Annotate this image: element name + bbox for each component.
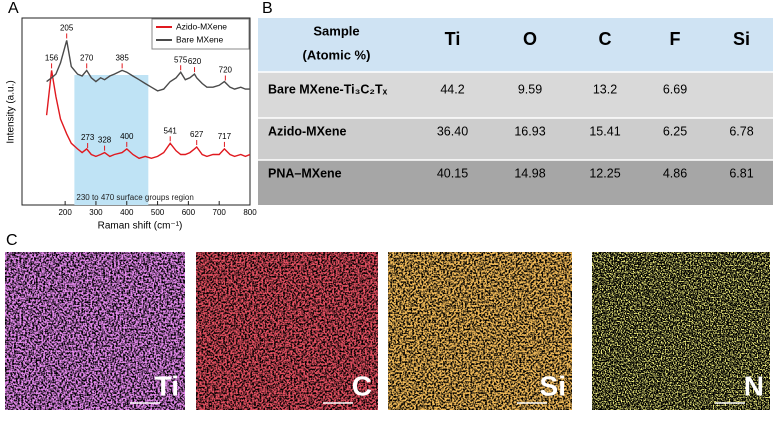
table-cell: 40.15 — [437, 166, 468, 180]
table-cell: 36.40 — [437, 124, 468, 138]
row-label: Bare MXene-Ti₃C₂Tₓ — [268, 82, 388, 96]
table-header: (Atomic %) — [303, 47, 371, 62]
table-cell: 6.25 — [663, 124, 687, 138]
legend-box — [151, 18, 250, 50]
peak-label: 620 — [188, 57, 202, 66]
table-cell: 44.2 — [440, 82, 464, 96]
table-header: F — [670, 29, 681, 49]
peak-label: 575 — [174, 55, 188, 64]
table-header: Si — [733, 29, 750, 49]
peak-label: 627 — [190, 130, 204, 139]
x-tick-label: 800 — [243, 208, 257, 217]
table-header: Sample — [313, 23, 359, 38]
table-header: C — [599, 29, 612, 49]
element-map — [388, 252, 572, 410]
table-cell: 14.98 — [514, 166, 545, 180]
series-line — [46, 40, 250, 92]
map-label: Si — [540, 370, 566, 401]
row-label: PNA–MXene — [268, 166, 342, 180]
table-row-bg — [258, 160, 773, 205]
x-tick-label: 700 — [213, 208, 227, 217]
peak-label: 400 — [120, 132, 134, 141]
peak-label: 328 — [98, 136, 112, 145]
element-map — [196, 252, 378, 410]
table-header: Ti — [445, 29, 461, 49]
element-map — [5, 252, 185, 410]
table-cell: 12.25 — [589, 166, 620, 180]
table-row-bg — [258, 72, 773, 118]
x-tick-label: 400 — [120, 208, 134, 217]
panel-label: B — [262, 0, 273, 17]
table-cell: 16.93 — [514, 124, 545, 138]
peak-label: 270 — [80, 53, 94, 62]
peak-label: 717 — [218, 132, 232, 141]
peak-label: 273 — [81, 133, 95, 142]
table-row-bg — [258, 118, 773, 160]
map-label: Ti — [155, 370, 179, 401]
peak-label: 541 — [164, 126, 178, 135]
table-cell: 13.2 — [593, 82, 617, 96]
table-cell: 15.41 — [589, 124, 620, 138]
peak-label: 720 — [219, 66, 233, 75]
legend-label: Bare MXene — [176, 34, 224, 44]
x-tick-label: 600 — [182, 208, 196, 217]
x-tick-label: 200 — [58, 208, 72, 217]
panel-label: A — [8, 0, 19, 17]
x-axis-label: Raman shift (cm⁻¹) — [98, 221, 183, 232]
table-row-bg — [258, 18, 773, 72]
table-cell: 9.59 — [518, 82, 542, 96]
x-tick-label: 500 — [151, 208, 165, 217]
series-line — [45, 70, 250, 160]
table-cell: 4.86 — [663, 166, 687, 180]
legend-label: Azido-MXene — [176, 21, 227, 31]
map-label: C — [352, 370, 372, 401]
peak-label: 385 — [115, 53, 129, 62]
map-label: N — [744, 370, 764, 401]
table-header: O — [523, 29, 537, 49]
peak-label: 205 — [60, 24, 74, 33]
row-label: Azido-MXene — [268, 124, 347, 138]
table-cell: 6.81 — [729, 166, 753, 180]
table-cell: 6.78 — [729, 124, 753, 138]
peak-label: 156 — [45, 53, 59, 62]
element-map — [592, 252, 770, 410]
region-label: 230 to 470 surface groups region — [76, 193, 193, 202]
x-tick-label: 300 — [89, 208, 103, 217]
highlight-region — [74, 75, 149, 205]
y-axis-label: Intensity (a.u.) — [6, 80, 17, 143]
table-cell: 6.69 — [663, 82, 687, 96]
panel-label: C — [6, 232, 18, 249]
